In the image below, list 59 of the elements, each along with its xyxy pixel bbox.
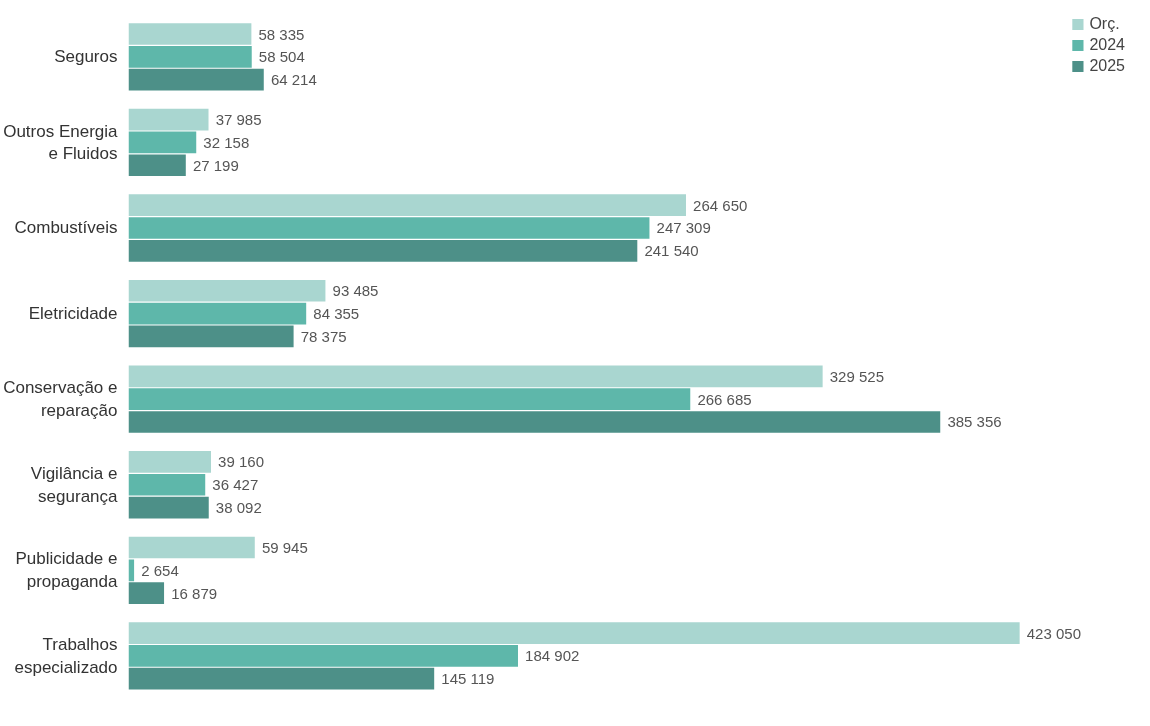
bar [128,154,186,177]
data-label: 329 525 [829,367,884,385]
y-tick-label: Conservação e reparação [3,378,118,421]
data-label: 385 356 [947,413,1002,431]
bar [128,46,252,68]
bar [128,365,823,388]
data-label: 264 650 [693,196,748,214]
y-tick-label: Publicidade e propaganda [15,549,119,592]
data-label: 16 879 [171,584,218,602]
data-label: 59 945 [261,538,308,556]
data-label: 58 335 [258,25,305,43]
data-label: 241 540 [644,242,699,260]
data-label: 64 214 [270,71,317,89]
data-label: 266 685 [697,390,752,408]
y-tick-label: Outros Energia e Fluidos [3,121,119,164]
bar [128,473,206,496]
bar [128,239,638,262]
bar [128,411,941,433]
data-label: 36 427 [212,476,259,494]
data-label: 84 355 [313,305,360,323]
legend-label: 2025 [1089,57,1125,75]
bar [128,302,307,325]
data-label: 37 985 [215,111,262,129]
bar [128,559,135,582]
bar [128,108,209,131]
bar [128,194,686,217]
bar [128,217,650,239]
bar [128,23,252,45]
data-label: 184 902 [525,647,580,665]
legend-label: 2024 [1089,36,1125,54]
bar [128,388,691,410]
y-tick-label: Eletricidade [28,304,118,324]
bar [128,325,294,348]
bar [128,622,1020,644]
bar [128,131,197,154]
y-tick-label: Trabalhos especializado [14,634,118,677]
data-label: 78 375 [300,327,347,345]
y-tick-label: Seguros [54,47,118,67]
data-label: 93 485 [332,282,379,300]
data-label: 247 309 [656,219,711,237]
data-label: 38 092 [215,499,262,517]
bar [128,496,209,519]
data-label: 2 654 [141,561,179,579]
bar [128,68,264,91]
bar [128,279,326,302]
legend-label: Orç. [1089,15,1120,33]
data-label: 27 199 [192,156,239,174]
data-label: 39 160 [218,453,265,471]
data-label: 32 158 [203,133,250,151]
bar [128,582,165,604]
y-tick-label: Vigilância e segurança [30,463,119,506]
bar [128,667,435,690]
data-label: 423 050 [1026,624,1082,642]
bar [128,536,255,559]
data-label: 58 504 [258,48,305,66]
bar [128,451,211,473]
y-tick-label: Combustíveis [14,218,118,238]
bar [128,645,518,667]
data-label: 145 119 [441,670,495,688]
